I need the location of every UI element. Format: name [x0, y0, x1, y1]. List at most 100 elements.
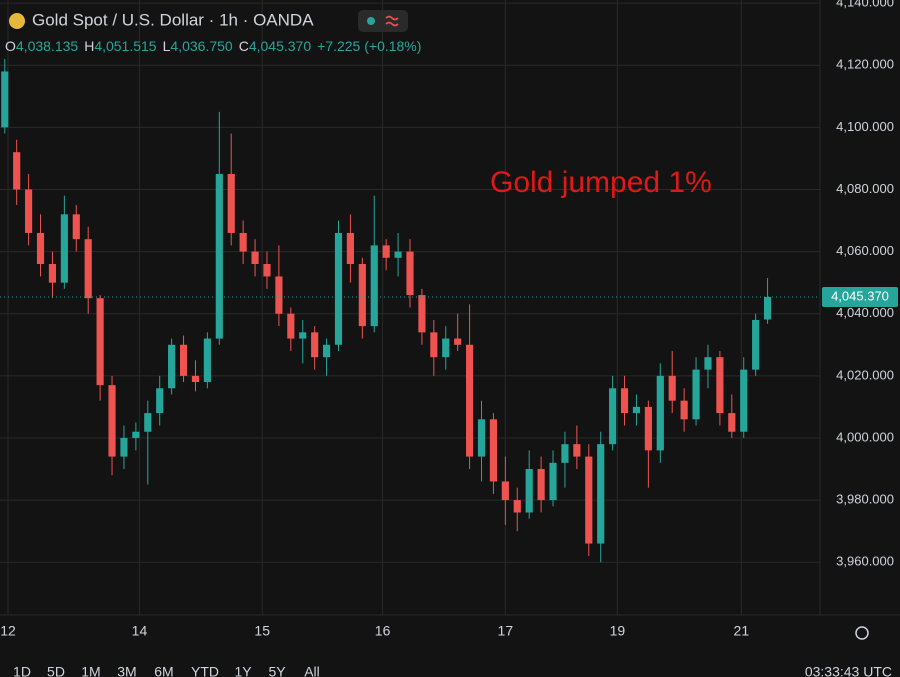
candle-body	[489, 419, 498, 482]
y-tick-label: 3,960.000	[836, 554, 894, 569]
candle-body	[620, 388, 629, 414]
range-button[interactable]: 6M	[154, 664, 173, 677]
y-tick-label: 4,040.000	[836, 305, 894, 320]
axes: 3,960.000 3,980.000 4,000.000 4,020.000 4,04…	[0, 0, 898, 639]
candle-body	[561, 444, 569, 463]
x-tick-label: 15	[254, 623, 270, 639]
candle-body	[168, 344, 176, 389]
ohlc-legend: O4,038.135 H4,051.515 L4,036.750 C4,045.370…	[5, 38, 421, 54]
candle-body	[740, 369, 748, 432]
candle-body	[72, 214, 80, 240]
candle-body	[477, 419, 486, 457]
ohlc-key: H	[84, 38, 94, 54]
candle-body	[656, 375, 664, 451]
range-button[interactable]: 5D	[47, 664, 65, 677]
candle-body	[60, 214, 68, 283]
y-tick-label: 4,080.000	[836, 181, 894, 196]
candle-body	[48, 264, 57, 283]
candle-body	[299, 332, 307, 339]
ohlc-key: C	[239, 38, 249, 54]
candle-body	[716, 357, 724, 414]
candle-body	[597, 444, 605, 544]
candle-body	[668, 375, 676, 401]
candle-body	[728, 413, 736, 432]
candle-body	[454, 338, 462, 345]
candle-body	[430, 332, 438, 358]
candle-body	[108, 385, 116, 457]
candle-body	[632, 406, 641, 414]
x-tick-label: 17	[498, 623, 514, 639]
candle-body	[406, 251, 414, 296]
candle-body	[346, 232, 354, 265]
candle-body	[525, 469, 533, 513]
candle-body	[84, 239, 92, 299]
settings-icon[interactable]	[855, 626, 869, 640]
last-price-label: 4,045.370	[831, 288, 889, 303]
candle-body	[501, 481, 509, 501]
grid	[0, 0, 820, 615]
range-button[interactable]: 1D	[13, 664, 31, 677]
y-tick-label: 4,000.000	[836, 429, 894, 444]
candle-body	[704, 357, 712, 370]
candle-body	[537, 469, 545, 501]
candle-body	[573, 444, 581, 457]
candle-body	[263, 264, 271, 277]
candle-body	[418, 295, 426, 333]
candle-body	[585, 456, 593, 544]
candle-body	[466, 344, 474, 457]
range-button[interactable]: YTD	[191, 664, 219, 677]
candle-body	[203, 338, 211, 383]
candle-body	[692, 369, 700, 420]
candle-body	[36, 232, 45, 265]
clock: 03:33:43 UTC	[805, 664, 892, 677]
candle-body	[311, 332, 319, 358]
ohlc-key: O	[5, 38, 16, 54]
range-button[interactable]: 5Y	[268, 664, 286, 677]
candle-body	[394, 251, 402, 258]
candle-body	[215, 173, 223, 339]
range-button[interactable]: 3M	[117, 664, 136, 677]
candle-body	[156, 388, 164, 414]
range-button[interactable]: All	[304, 664, 320, 677]
candle-body	[763, 297, 772, 320]
candle-body	[609, 388, 617, 445]
last-price-box	[822, 287, 898, 308]
candle-body	[680, 400, 688, 420]
candle-body	[120, 437, 128, 457]
candle-body	[179, 344, 188, 376]
candle-body	[251, 251, 259, 265]
y-tick-label: 4,120.000	[836, 57, 894, 72]
candle-body	[644, 406, 652, 451]
status-dot	[367, 17, 375, 25]
y-tick-label: 4,100.000	[836, 119, 894, 134]
status-badge[interactable]	[358, 10, 408, 32]
ohlc-value: 4,045.370	[249, 38, 311, 54]
ohlc-change: +7.225 (+0.18%)	[317, 38, 421, 54]
x-tick-label: 21	[734, 623, 750, 639]
candle-body	[191, 375, 200, 383]
candle-body	[13, 152, 21, 190]
footer: 1D 5D 1M 3M 6M YTD 1Y 5Y All 03:33:43 UTC	[13, 664, 892, 677]
x-tick-label: 19	[610, 623, 626, 639]
candle-body	[513, 500, 521, 513]
ohlc-text: O4,038.135 H4,051.515 L4,036.750 C4,045.370…	[5, 38, 421, 54]
range-button[interactable]: 1M	[81, 664, 100, 677]
ohlc-key: L	[163, 38, 171, 54]
candle-body	[1, 71, 9, 128]
candle-body	[132, 431, 140, 438]
y-tick-label: 4,060.000	[836, 243, 894, 258]
candle-body	[549, 462, 557, 501]
range-button[interactable]: 1Y	[234, 664, 252, 677]
x-tick-label: 14	[132, 623, 148, 639]
candle-body	[358, 264, 366, 327]
candle-body	[275, 276, 283, 314]
ohlc-value: 4,038.135	[16, 38, 78, 54]
candle-body	[334, 232, 343, 345]
candle-body	[287, 313, 295, 339]
x-tick-label: 16	[375, 623, 391, 639]
candle-body	[239, 232, 247, 252]
candle-body	[25, 189, 33, 233]
x-tick-label: 12	[0, 623, 16, 639]
